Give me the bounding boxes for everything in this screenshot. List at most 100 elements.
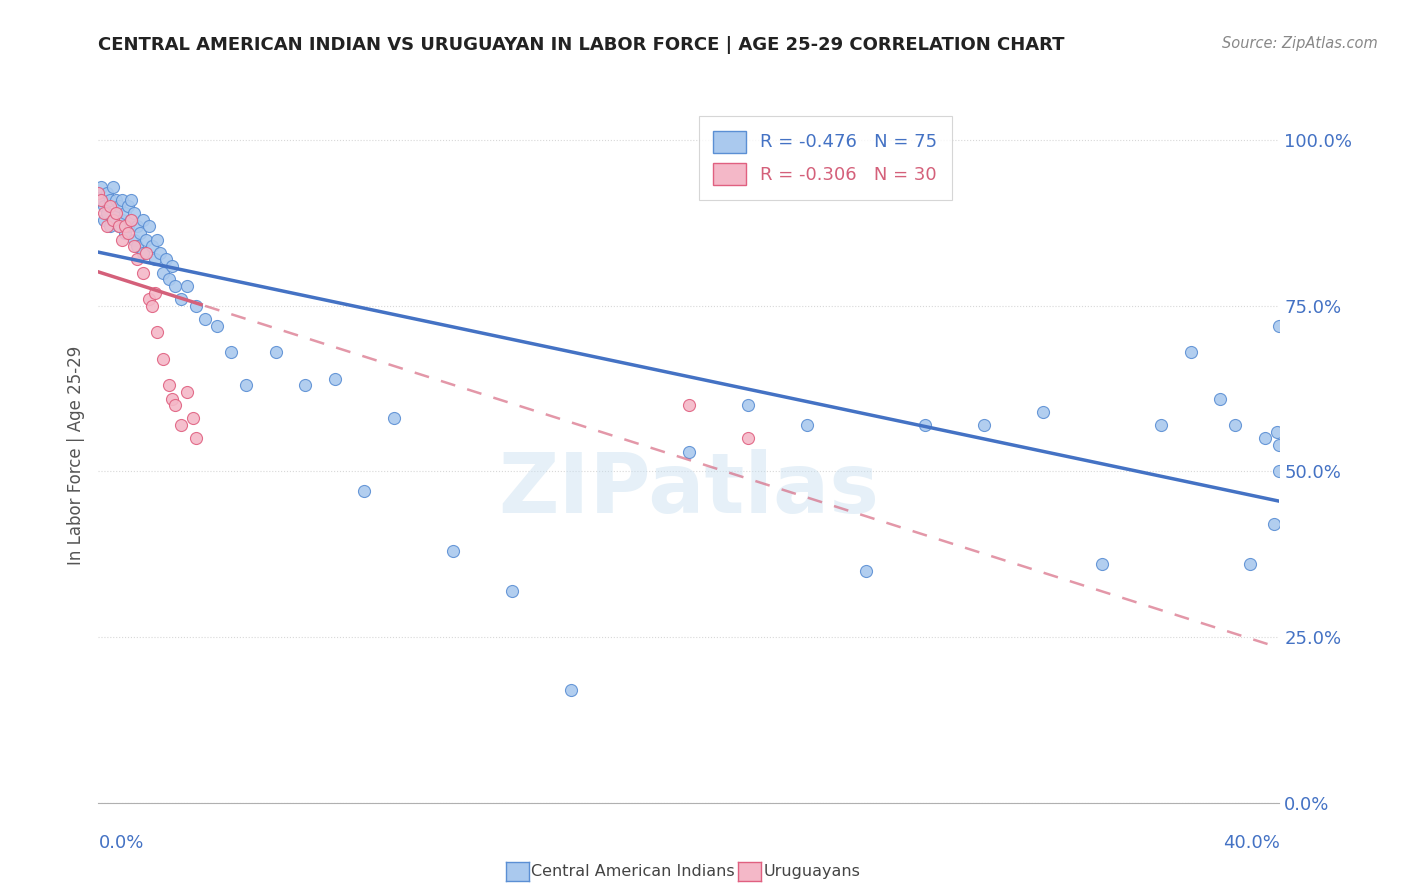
Point xyxy=(114,206,136,220)
Point xyxy=(87,186,110,201)
Point xyxy=(111,212,134,227)
Text: 40.0%: 40.0% xyxy=(1223,834,1279,852)
Point xyxy=(93,206,115,220)
Point xyxy=(105,193,128,207)
Point xyxy=(1239,558,1261,572)
Text: Central American Indians: Central American Indians xyxy=(531,864,735,879)
Point xyxy=(117,199,139,213)
Point xyxy=(132,212,155,227)
Point xyxy=(441,544,464,558)
Point xyxy=(111,233,134,247)
Point xyxy=(87,186,110,201)
Point xyxy=(90,193,112,207)
Point xyxy=(120,212,142,227)
Point xyxy=(181,411,204,425)
Point xyxy=(114,226,136,240)
Text: CENTRAL AMERICAN INDIAN VS URUGUAYAN IN LABOR FORCE | AGE 25-29 CORRELATION CHAR: CENTRAL AMERICAN INDIAN VS URUGUAYAN IN … xyxy=(98,36,1064,54)
Point xyxy=(138,219,160,234)
Legend: R = -0.476   N = 75, R = -0.306   N = 30: R = -0.476 N = 75, R = -0.306 N = 30 xyxy=(699,116,952,200)
Point xyxy=(678,444,700,458)
Point xyxy=(973,418,995,433)
Point xyxy=(103,179,125,194)
Point xyxy=(143,285,166,300)
Point xyxy=(737,398,759,412)
Point xyxy=(141,239,163,253)
Point xyxy=(96,219,118,234)
Point xyxy=(1091,558,1114,572)
Point xyxy=(796,418,818,433)
Point xyxy=(143,252,166,267)
Point xyxy=(294,378,316,392)
Point xyxy=(162,392,183,406)
Point xyxy=(170,292,193,306)
Point xyxy=(105,206,128,220)
Point xyxy=(90,193,112,207)
Point xyxy=(125,239,148,253)
Point xyxy=(120,212,142,227)
Point xyxy=(96,186,118,201)
Text: Uruguayans: Uruguayans xyxy=(763,864,860,879)
Point xyxy=(141,299,163,313)
Point xyxy=(1268,465,1291,479)
Point xyxy=(205,318,228,333)
Point xyxy=(149,245,172,260)
Point xyxy=(155,252,177,267)
Point xyxy=(138,292,160,306)
Point xyxy=(157,272,180,286)
Point xyxy=(1268,318,1291,333)
Point xyxy=(353,484,375,499)
Point xyxy=(122,239,145,253)
Point xyxy=(117,226,139,240)
Point xyxy=(1254,431,1277,445)
Point xyxy=(162,259,183,273)
Point xyxy=(98,199,121,213)
Point xyxy=(105,206,128,220)
Point xyxy=(152,266,174,280)
Point xyxy=(108,219,131,234)
Point xyxy=(135,233,157,247)
Point xyxy=(1263,517,1285,532)
Text: ZIPatlas: ZIPatlas xyxy=(499,450,879,530)
Point xyxy=(125,219,148,234)
Point xyxy=(122,233,145,247)
Point xyxy=(93,199,115,213)
Point xyxy=(120,193,142,207)
Point xyxy=(184,299,207,313)
Point xyxy=(135,245,157,260)
Point xyxy=(382,411,405,425)
Point xyxy=(93,212,115,227)
Point xyxy=(103,212,125,227)
Point xyxy=(264,345,287,359)
Point xyxy=(165,398,187,412)
Point xyxy=(157,378,180,392)
Point xyxy=(194,312,217,326)
Point xyxy=(114,219,136,234)
Point xyxy=(678,398,700,412)
Point xyxy=(1268,438,1291,452)
Point xyxy=(146,326,169,340)
Point xyxy=(132,266,155,280)
Point xyxy=(235,378,257,392)
Point xyxy=(128,226,150,240)
Point xyxy=(1032,405,1054,419)
Point xyxy=(501,583,523,598)
Point xyxy=(122,206,145,220)
Point xyxy=(111,193,134,207)
Point xyxy=(855,564,877,578)
Point xyxy=(323,372,346,386)
Point xyxy=(98,219,121,234)
Point xyxy=(96,206,118,220)
Point xyxy=(1265,425,1288,439)
Point xyxy=(221,345,243,359)
Point xyxy=(1225,418,1247,433)
Point xyxy=(737,431,759,445)
Point xyxy=(132,245,155,260)
Point xyxy=(152,351,174,366)
Point xyxy=(560,683,582,698)
Point xyxy=(1150,418,1173,433)
Point xyxy=(125,252,148,267)
Point xyxy=(108,199,131,213)
Point xyxy=(165,279,187,293)
Text: 0.0%: 0.0% xyxy=(98,834,143,852)
Point xyxy=(108,219,131,234)
